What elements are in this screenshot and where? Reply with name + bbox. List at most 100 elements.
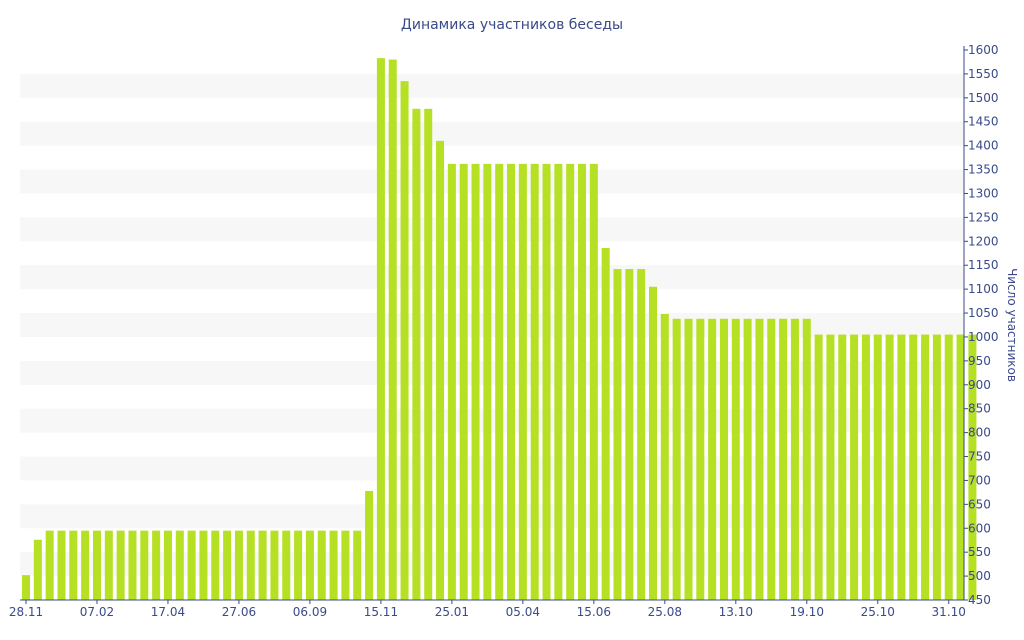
y-tick-label: 1150 [968, 258, 999, 272]
x-tick-label: 28.11 [9, 605, 43, 619]
bar [826, 334, 835, 600]
bar [601, 248, 610, 600]
bar [175, 530, 184, 600]
y-tick-label: 1550 [968, 67, 999, 81]
x-tick-label: 31.10 [932, 605, 966, 619]
bar [495, 163, 504, 600]
y-tick-label: 1200 [968, 234, 999, 248]
bar [483, 163, 492, 600]
y-tick-label: 950 [968, 354, 991, 368]
bar [684, 318, 693, 600]
y-tick-label: 800 [968, 426, 991, 440]
bar [578, 163, 587, 600]
y-axis-label: Число участников [1005, 268, 1019, 382]
bar [187, 530, 196, 600]
bar [885, 334, 894, 600]
chart-title: Динамика участников беседы [401, 17, 623, 33]
y-tick-label: 1500 [968, 91, 999, 105]
bar [294, 530, 303, 600]
bar [199, 530, 208, 600]
grid-band [20, 217, 964, 242]
bar [305, 530, 314, 600]
grid-band [20, 121, 964, 146]
bar [932, 334, 941, 600]
x-tick-label: 06.09 [293, 605, 327, 619]
grid-band [20, 265, 964, 290]
x-tick-label: 15.11 [364, 605, 398, 619]
bar [223, 530, 232, 600]
bar [589, 163, 598, 600]
bar [755, 318, 764, 600]
bar [530, 163, 539, 600]
bar [104, 530, 113, 600]
grid-band [20, 504, 964, 529]
x-tick-label: 17.04 [151, 605, 185, 619]
x-tick-label: 27.06 [222, 605, 256, 619]
bar [861, 334, 870, 600]
bar [660, 314, 669, 600]
grid-band [20, 408, 964, 433]
bar [365, 490, 374, 600]
grid-band [20, 73, 964, 98]
bar [613, 269, 622, 600]
y-tick-label: 1300 [968, 186, 999, 200]
bar [554, 163, 563, 600]
x-tick-label: 25.08 [648, 605, 682, 619]
bar [767, 318, 776, 600]
bar [140, 530, 149, 600]
x-tick-label: 13.10 [719, 605, 753, 619]
bar [33, 539, 42, 600]
bar [838, 334, 847, 600]
y-tick-label: 1400 [968, 139, 999, 153]
x-tick-label: 07.02 [80, 605, 114, 619]
bar [436, 140, 445, 600]
x-tick-label: 25.10 [861, 605, 895, 619]
grid-band [20, 169, 964, 194]
bar [424, 108, 433, 600]
bar [282, 530, 291, 600]
y-tick-label: 1600 [968, 43, 999, 57]
bar [944, 334, 953, 600]
bar [897, 334, 906, 600]
x-tick-label: 19.10 [790, 605, 824, 619]
bar [270, 530, 279, 600]
bar [152, 530, 161, 600]
bar [956, 334, 965, 600]
bar [743, 318, 752, 600]
bar [518, 163, 527, 600]
bar [648, 286, 657, 600]
y-tick-label: 550 [968, 545, 991, 559]
y-tick-label: 450 [968, 593, 991, 607]
bar [471, 163, 480, 600]
bar [81, 530, 90, 600]
bar [850, 334, 859, 600]
y-tick-label: 1250 [968, 210, 999, 224]
bar [637, 269, 646, 600]
bar [542, 163, 551, 600]
y-axis: 450 500 550 600 650 700 750 800 850 900 950 1000 105… [963, 43, 999, 607]
grid-bands [20, 73, 964, 577]
bar [708, 318, 717, 600]
grid-band [20, 313, 964, 337]
x-tick-label: 15.06 [577, 605, 611, 619]
bar [873, 334, 882, 600]
bar [163, 530, 172, 600]
bar [447, 163, 456, 600]
y-tick-label: 1050 [968, 306, 999, 320]
bar [719, 318, 728, 600]
y-tick-label: 850 [968, 402, 991, 416]
bar [388, 59, 397, 600]
y-tick-label: 650 [968, 497, 991, 511]
grid-band [20, 456, 964, 481]
x-tick-label: 25.01 [435, 605, 469, 619]
bar [69, 530, 78, 600]
bar [92, 530, 101, 600]
y-tick-label: 1000 [968, 330, 999, 344]
y-tick-label: 750 [968, 450, 991, 464]
bar [317, 530, 326, 600]
bar [459, 163, 468, 600]
bar [814, 334, 823, 600]
bar [128, 530, 137, 600]
bar [246, 530, 255, 600]
